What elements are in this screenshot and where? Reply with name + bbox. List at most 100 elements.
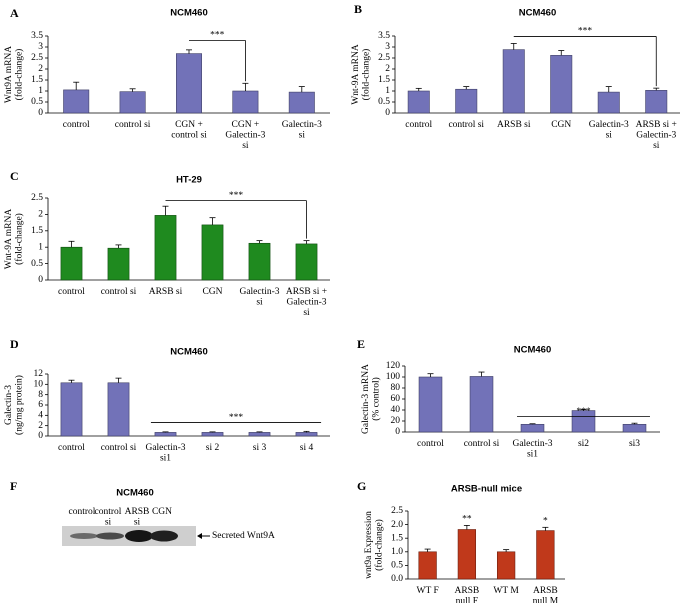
y-tick-label: 2: [38, 421, 43, 431]
y-tick-label: 0: [38, 275, 43, 285]
significance-mark: *: [543, 517, 548, 527]
x-tick-label: Galectin-3 si: [589, 120, 629, 141]
y-axis-label: Wnt-9A mRNA(fold-change): [4, 209, 25, 270]
y-tick-label: 1.0: [391, 547, 403, 557]
x-tick-label: CGN + Galectin-3 si: [225, 120, 265, 151]
x-tick-label: control si: [115, 120, 151, 130]
x-tick-label: control si: [448, 120, 484, 130]
y-axis-label: Wnt9A mRNA(fold-change): [4, 46, 25, 103]
significance-mark: **: [462, 515, 472, 525]
x-tick-label: control: [417, 439, 444, 449]
y-tick-label: 100: [386, 372, 401, 382]
error-bar: [115, 244, 122, 249]
y-tick-label: 20: [391, 416, 401, 426]
y-tick-label: 2.5: [391, 506, 403, 516]
bar: [418, 376, 443, 433]
error-bar: [303, 430, 310, 433]
error-bar: [424, 548, 431, 552]
bar: [597, 91, 620, 114]
x-tick-label: control si: [101, 287, 137, 297]
bar: [201, 224, 224, 281]
x-tick-label: ARSB null F: [454, 586, 479, 603]
y-axis-label: Galectin-3 mRNA(% control): [361, 364, 382, 434]
x-tick-label: control si: [101, 443, 137, 453]
error-bar: [427, 373, 434, 377]
y-tick-label: 2.5: [31, 53, 43, 63]
arrow-head: [197, 533, 202, 539]
y-tick-label: 80: [391, 383, 401, 393]
bar: [455, 88, 478, 114]
bar: [418, 551, 437, 580]
error-bar: [631, 422, 638, 425]
bar: [107, 382, 130, 437]
y-tick-label: 0.0: [391, 574, 403, 584]
x-tick-label: Galectin-3 si: [239, 287, 279, 308]
y-tick-label: 0.5: [31, 259, 43, 269]
bar: [622, 423, 647, 433]
y-tick-label: 2.5: [378, 53, 390, 63]
bar: [154, 432, 177, 437]
y-tick-label: 8: [38, 390, 43, 400]
bar: [496, 551, 516, 580]
y-tick-label: 1.5: [378, 75, 390, 85]
significance-mark: ***: [210, 31, 225, 41]
panel-letter: D: [10, 337, 19, 351]
bar: [176, 53, 202, 114]
y-tick-label: 2: [38, 210, 43, 220]
x-tick-label: ARSB null M: [533, 586, 559, 603]
chart-title: NCM460: [170, 347, 208, 358]
panel-letter: G: [357, 479, 366, 493]
y-tick-label: 0: [395, 427, 400, 437]
error-bar: [73, 81, 80, 90]
error-bar: [605, 86, 612, 93]
blot-band: [150, 530, 178, 542]
x-tick-label: WT M: [493, 586, 519, 596]
x-tick-label: si2: [578, 439, 589, 449]
error-bar: [256, 431, 263, 433]
x-tick-label: CGN + control si: [171, 120, 207, 141]
significance-mark: ***: [229, 191, 244, 201]
chart-title: NCM460: [170, 8, 208, 19]
lane-label: CGN: [152, 507, 172, 517]
y-tick-label: 120: [386, 361, 401, 371]
y-axis-label: wnt9a Expression(fold-change): [364, 511, 385, 579]
error-bar: [209, 217, 216, 225]
error-bar: [298, 86, 305, 93]
y-axis-label: Galectin-3(ng/mg protein): [4, 375, 25, 435]
x-tick-label: si 2: [206, 443, 220, 453]
error-bar: [542, 526, 549, 531]
bar: [536, 530, 555, 580]
y-tick-label: 1.5: [391, 533, 403, 543]
error-bar: [415, 87, 422, 91]
error-bar: [209, 431, 216, 433]
bar: [232, 90, 259, 114]
chart-title: NCM460: [514, 345, 552, 356]
error-bar: [303, 240, 310, 244]
y-tick-label: 6: [38, 400, 43, 410]
y-tick-label: 0: [38, 431, 43, 441]
chart-title: NCM460: [519, 8, 557, 19]
y-tick-label: 2.5: [31, 193, 43, 203]
blot-band: [125, 530, 153, 542]
y-tick-label: 2: [385, 64, 390, 74]
y-tick-label: 3: [385, 42, 390, 52]
significance-mark: ***: [578, 27, 593, 37]
bar: [60, 382, 83, 437]
bar: [248, 432, 271, 437]
error-bar: [478, 371, 485, 377]
y-tick-label: 3: [38, 42, 43, 52]
bar: [119, 91, 146, 114]
bar: [407, 90, 430, 114]
x-tick-label: ARSB si + Galectin-3 si: [636, 120, 677, 151]
x-tick-label: Galectin-3 si1: [145, 443, 185, 464]
x-tick-label: si3: [629, 439, 640, 449]
x-tick-label: control: [405, 120, 432, 130]
x-tick-label: CGN: [202, 287, 222, 297]
bar: [645, 90, 668, 114]
error-bar: [115, 377, 122, 383]
error-bar: [68, 379, 75, 383]
error-bar: [580, 409, 587, 411]
y-tick-label: 0: [385, 108, 390, 118]
panel-letter: B: [354, 2, 362, 16]
x-tick-label: control: [58, 287, 85, 297]
